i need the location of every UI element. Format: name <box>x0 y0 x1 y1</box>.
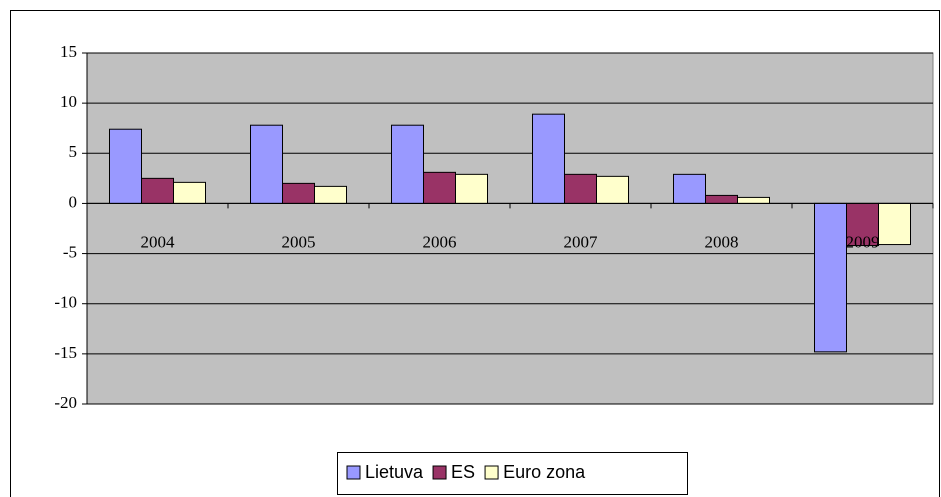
bar <box>737 196 770 204</box>
bar <box>423 171 456 204</box>
bar <box>878 202 911 246</box>
y-tick-label: 5 <box>69 142 78 161</box>
bar <box>455 173 488 204</box>
x-tick-label: 2006 <box>423 232 457 251</box>
y-tick-label: -5 <box>63 242 77 261</box>
bar <box>596 175 629 204</box>
plot-area <box>86 52 934 405</box>
legend-swatch <box>484 465 499 480</box>
legend-swatch <box>346 465 361 480</box>
bar <box>282 182 315 204</box>
y-tick-label: -10 <box>54 293 77 312</box>
y-tick-label: 10 <box>60 92 77 111</box>
bar <box>141 177 174 204</box>
bar <box>564 173 597 204</box>
x-tick-label: 2008 <box>705 232 739 251</box>
legend: Lietuva ES Euro zona <box>337 452 688 495</box>
y-tick-label: -15 <box>54 343 77 362</box>
legend-swatch <box>432 465 447 480</box>
y-tick-label: 0 <box>69 192 78 211</box>
bar <box>391 124 424 204</box>
bar <box>173 181 206 204</box>
legend-box <box>337 452 688 495</box>
legend-label: ES <box>451 462 475 482</box>
legend-label: Euro zona <box>503 462 586 482</box>
x-tick-label: 2007 <box>564 232 599 251</box>
bar <box>314 185 347 204</box>
x-tick-label: 2004 <box>141 232 176 251</box>
bar <box>250 124 283 204</box>
x-tick-label: 2005 <box>282 232 316 251</box>
bar <box>673 173 706 204</box>
bar <box>705 194 738 204</box>
bar <box>109 128 142 204</box>
bar <box>814 202 847 353</box>
y-tick-label: -20 <box>54 393 77 412</box>
legend-label: Lietuva <box>365 462 424 482</box>
bar <box>532 113 565 204</box>
y-tick-label: 15 <box>60 42 77 61</box>
x-tick-label: 2009 <box>846 232 880 251</box>
chart-frame <box>10 10 940 497</box>
